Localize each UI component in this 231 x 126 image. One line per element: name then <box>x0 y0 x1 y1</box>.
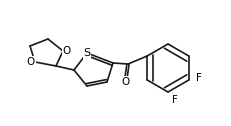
Text: F: F <box>171 95 177 105</box>
Text: O: O <box>27 57 35 67</box>
Text: O: O <box>63 46 71 56</box>
Text: O: O <box>121 77 130 87</box>
Text: F: F <box>195 73 201 83</box>
Text: S: S <box>83 48 90 58</box>
